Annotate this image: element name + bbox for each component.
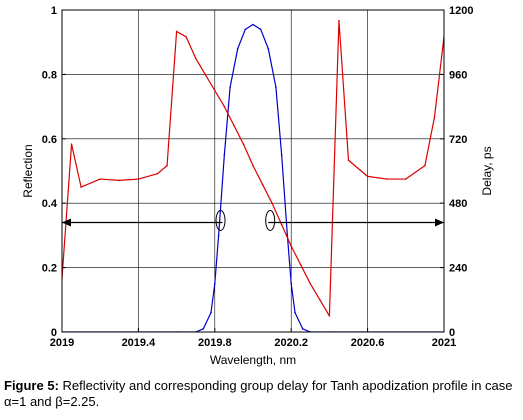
caption-label: Figure 5: [4,378,59,393]
data-point [118,179,121,182]
annotation-arrow-head [62,218,71,227]
data-point [433,116,436,119]
data-point [424,164,426,167]
y2-tick-label: 480 [449,198,467,210]
y2-tick-label: 0 [449,327,455,339]
chart: 2019 2019.4 2019.8 2020.2 2020.6 202100.20.40… [21,5,494,367]
caption-text: Reflectivity and corresponding group del… [4,378,513,409]
annotation-arrow-head [435,218,444,227]
data-point [275,86,277,89]
data-point [236,47,239,50]
data-point [280,154,283,156]
data-point [194,57,197,60]
x-axis-label: Wavelength, nm [210,353,296,367]
y-tick-label: 1 [51,5,57,17]
data-point [185,36,187,38]
x-tick-label: 2020.2 [274,337,308,349]
data-point [210,311,212,314]
data-point [261,183,264,186]
data-point [294,311,296,314]
data-point [366,175,369,178]
data-point [70,143,73,145]
data-point [338,19,340,22]
y-tick-label: 0 [51,327,57,339]
data-point [99,178,101,180]
y-tick-label: 0.6 [42,134,57,146]
annotation-ellipse [215,210,226,232]
data-point [267,47,270,50]
data-point [166,164,168,167]
y2-tick-label: 240 [449,263,467,275]
data-point [214,282,216,285]
data-point [242,143,245,145]
series-layer [62,19,444,332]
data-point [385,178,388,180]
plot-background [62,10,444,332]
data-point [156,172,159,175]
tick-layer: 2019 2019.4 2019.8 2020.2 2020.6 202100.20.40… [42,5,474,349]
y-tick-label: 0.4 [42,198,58,210]
annotation-layer [62,210,444,232]
data-point [80,186,82,188]
y2-tick-label: 960 [449,69,467,81]
y2-axis-label: Delay, ps [480,146,494,195]
data-point [271,202,273,204]
data-point [290,282,293,285]
data-point [229,86,231,89]
y2-tick-label: 1200 [449,5,473,17]
grid [62,10,444,332]
data-point [290,245,293,247]
y-axis-label: Reflection [21,144,35,197]
data-point [214,89,216,92]
data-point [244,28,247,31]
x-tick-label: 2019 [50,337,74,349]
data-point [233,124,235,127]
data-point [301,327,304,330]
data-point [280,223,283,226]
data-point [252,164,254,167]
data-point [217,234,220,237]
data-point [202,327,205,330]
plot-frame [61,9,445,333]
data-point [299,264,302,266]
data-point [175,30,178,33]
y-tick-label: 0.8 [42,69,57,81]
y2-tick-label: 720 [449,134,467,146]
data-point [137,178,140,180]
data-point [223,154,226,156]
data-point [223,105,226,108]
x-tick-label: 2019.4 [122,337,157,349]
x-tick-label: 2020.6 [351,337,385,349]
data-point [204,73,207,76]
annotation-ellipse [265,210,276,232]
figure-caption: Figure 5: Reflectivity and corresponding… [4,378,519,410]
data-point [405,178,407,180]
data-point [328,315,331,317]
x-tick-label: 2019.8 [198,337,232,349]
data-point [319,299,321,301]
data-point [252,23,254,26]
x-tick-label: 2021 [432,337,456,349]
data-point [309,282,312,285]
y-tick-label: 0.2 [42,263,57,275]
data-point [259,28,262,31]
data-point [347,159,350,162]
